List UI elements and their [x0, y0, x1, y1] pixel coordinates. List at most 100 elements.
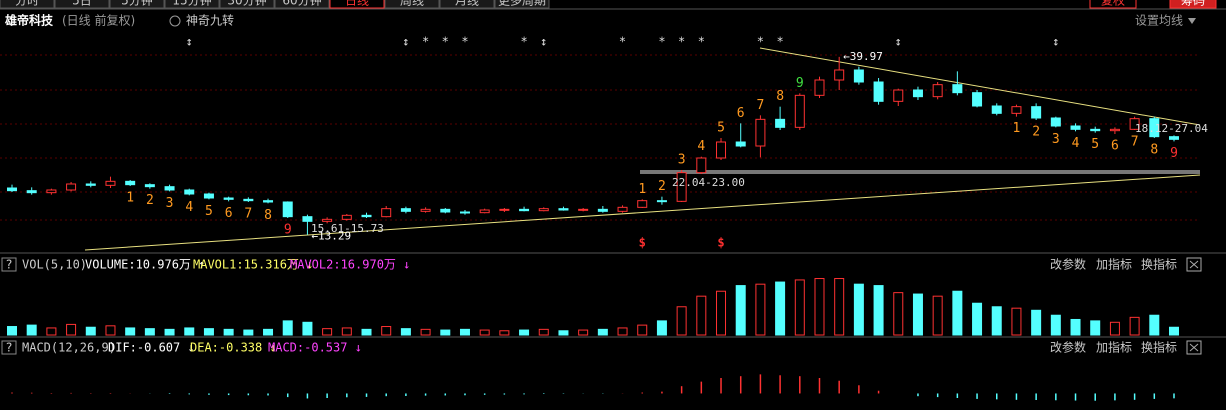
volume-bar	[66, 323, 77, 336]
volume-bar	[7, 326, 17, 336]
dropdown-icon[interactable]	[1188, 18, 1196, 24]
period-button[interactable]	[164, 0, 220, 9]
help[interactable]: ?	[5, 258, 12, 272]
candle-body	[420, 208, 431, 212]
high-label: ←39.97	[843, 50, 883, 63]
volume-bar	[1149, 314, 1160, 336]
volume-bar	[972, 302, 983, 336]
volume-bar	[1129, 316, 1140, 336]
close-icon[interactable]	[1186, 340, 1202, 355]
period-label[interactable]: 5日	[72, 0, 92, 8]
period-label[interactable]: 30分钟	[227, 0, 266, 8]
candle-body	[440, 208, 451, 213]
period-label[interactable]: 更多周期	[498, 0, 546, 8]
volume-bar	[144, 328, 155, 336]
period-button[interactable]	[329, 0, 385, 9]
period-button[interactable]	[219, 0, 275, 9]
candle-body	[578, 208, 589, 211]
volume-bar	[873, 285, 884, 336]
signal-marker: ↕	[1052, 35, 1059, 49]
period-button[interactable]	[384, 0, 440, 9]
nine-count: 6	[1111, 139, 1119, 154]
candle-body	[755, 118, 766, 147]
indicator-name[interactable]: 神奇九转	[186, 13, 234, 28]
panel-name: VOL(5,10)	[22, 258, 87, 272]
tool-button[interactable]	[1169, 0, 1217, 9]
candle-body	[7, 187, 17, 192]
volume-bar	[794, 279, 805, 336]
candle-body	[834, 69, 845, 81]
period-label[interactable]: 分时	[15, 0, 39, 8]
candle-body	[696, 157, 707, 174]
candle-body	[1090, 128, 1101, 132]
period-label[interactable]: 周线	[400, 0, 424, 8]
candle-body	[282, 201, 293, 218]
candle-body	[1129, 118, 1140, 130]
nine-count: 9	[796, 76, 804, 91]
nine-count: 3	[166, 196, 174, 211]
help-icon[interactable]	[1, 257, 17, 272]
nine-count: 8	[264, 208, 272, 223]
volume-bar	[538, 328, 549, 336]
period-button[interactable]	[494, 0, 550, 9]
period-label[interactable]: 5分钟	[121, 0, 153, 8]
signal-marker: *	[422, 35, 429, 49]
help-icon[interactable]	[1, 340, 17, 355]
close-icon[interactable]	[1186, 257, 1202, 272]
tool-label[interactable]: 筹码	[1181, 0, 1205, 8]
signal-marker: $	[639, 236, 646, 250]
period-button[interactable]	[54, 0, 110, 9]
signal-marker: ↕	[402, 35, 409, 49]
period-button[interactable]	[439, 0, 495, 9]
volume-bar	[203, 328, 214, 336]
volume-bar	[263, 328, 274, 336]
volume-bar	[1011, 307, 1022, 336]
panel-button[interactable]: 改参数	[1050, 257, 1086, 272]
panel-button[interactable]: 换指标	[1141, 340, 1177, 355]
candle-body	[519, 208, 530, 212]
candle-body	[184, 189, 195, 195]
panel-button[interactable]: 加指标	[1096, 340, 1132, 355]
period-label[interactable]: 60分钟	[282, 0, 321, 8]
candle-body	[676, 172, 687, 202]
ma-setting[interactable]: 设置均线	[1135, 14, 1183, 28]
period-button[interactable]	[109, 0, 165, 9]
volume-bar	[26, 324, 37, 336]
candle-body	[479, 209, 490, 214]
gap-label: 22.04-23.00	[672, 176, 745, 189]
volume-bar	[853, 283, 864, 336]
tool-label[interactable]: 复权	[1101, 0, 1125, 8]
chart-mode: (日线 前复权)	[62, 13, 135, 28]
tool-button[interactable]	[1089, 0, 1137, 9]
volume-bar	[735, 285, 746, 336]
candle-body	[1070, 125, 1081, 130]
signal-marker: *	[619, 35, 626, 49]
nine-count: 5	[717, 121, 725, 136]
candle-body	[302, 216, 313, 222]
volume-bar	[755, 283, 766, 336]
volume-bar	[499, 330, 510, 336]
panel-button[interactable]: 改参数	[1050, 340, 1086, 355]
volume-bar	[85, 326, 96, 336]
period-label[interactable]: 日线	[345, 0, 369, 8]
low-label: ←13.29	[311, 230, 351, 243]
period-button[interactable]	[274, 0, 330, 9]
candle-body	[26, 190, 37, 194]
signal-marker: ↕	[186, 35, 193, 49]
volume-bar	[676, 306, 687, 336]
candle-body	[164, 186, 175, 191]
volume-bar	[223, 328, 234, 336]
period-label[interactable]: 15分钟	[172, 0, 211, 8]
candle-body	[794, 94, 805, 128]
volume-bar	[893, 292, 904, 336]
candle-body	[322, 218, 333, 222]
panel-button[interactable]: 加指标	[1096, 257, 1132, 272]
nine-count: 8	[776, 89, 784, 104]
period-label[interactable]: 月线	[455, 0, 479, 8]
signal-marker: *	[678, 35, 685, 49]
volume-bar	[952, 290, 963, 336]
panel-button[interactable]: 换指标	[1141, 257, 1177, 272]
help[interactable]: ?	[5, 341, 12, 355]
gear-icon[interactable]	[169, 15, 181, 27]
period-button[interactable]	[0, 0, 55, 9]
